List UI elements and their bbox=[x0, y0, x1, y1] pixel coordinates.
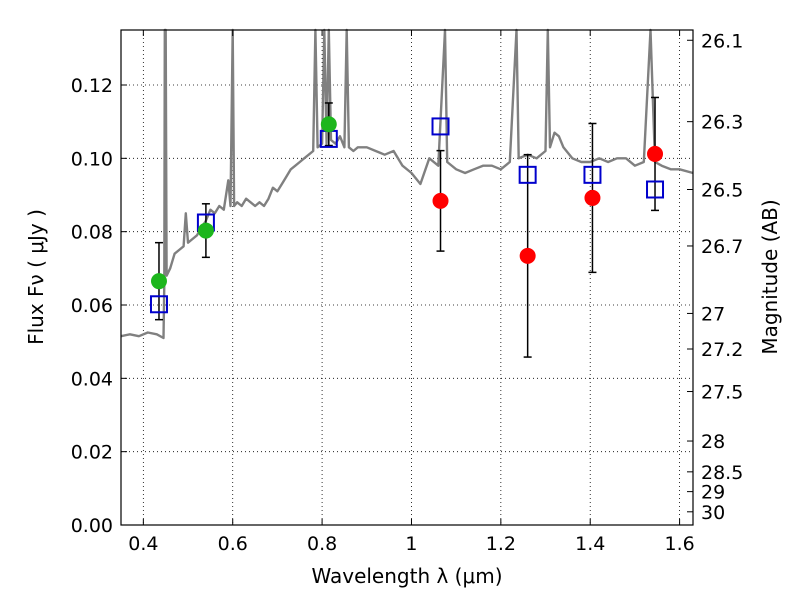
right-tick-label: 28.5 bbox=[701, 462, 743, 484]
right-tick-label: 30 bbox=[701, 502, 725, 524]
right-tick-label: 26.1 bbox=[701, 30, 743, 52]
right-tick-label: 26.7 bbox=[701, 236, 743, 258]
y-tick-label: 0.06 bbox=[71, 295, 113, 317]
right-tick-label: 27.5 bbox=[701, 382, 743, 404]
right-tick-label: 27 bbox=[701, 303, 725, 325]
red-data-point bbox=[432, 192, 449, 209]
model-square-point bbox=[583, 165, 602, 184]
x-tick-label: 0.8 bbox=[307, 533, 337, 555]
model-square-point bbox=[646, 180, 665, 199]
x-tick-label: 0.4 bbox=[128, 533, 158, 555]
red-data-point bbox=[519, 247, 536, 264]
y-tick-label: 0.04 bbox=[71, 368, 113, 390]
model-square-point bbox=[149, 295, 168, 314]
green-data-point bbox=[150, 273, 167, 290]
x-tick-label: 1 bbox=[405, 533, 417, 555]
model-square-point bbox=[518, 165, 537, 184]
point-layer bbox=[149, 116, 665, 314]
y-axis-right-label: Magnitude (AB) bbox=[758, 199, 782, 354]
right-tick-label: 26.5 bbox=[701, 180, 743, 202]
x-tick-label: 0.6 bbox=[218, 533, 248, 555]
right-tick-label: 27.2 bbox=[701, 339, 743, 361]
right-tick-label: 28 bbox=[701, 431, 725, 453]
y-tick-label: 0.10 bbox=[71, 148, 113, 170]
green-data-point bbox=[197, 222, 214, 239]
plot-background bbox=[121, 30, 693, 525]
y-axis-label: Flux Fν ( μJy ) bbox=[24, 209, 48, 345]
model-square-point bbox=[431, 117, 450, 136]
red-data-point bbox=[647, 145, 664, 162]
x-axis-label: Wavelength λ (μm) bbox=[311, 564, 502, 588]
y-tick-label: 0.08 bbox=[71, 222, 113, 244]
x-tick-label: 1.6 bbox=[664, 533, 694, 555]
right-tick-label: 29 bbox=[701, 482, 725, 504]
y-tick-label: 0.02 bbox=[71, 442, 113, 464]
ticks: 0.4 0.6 0.8 1 1.2 1.4 1.6 0.00 0.02 0.04 0.06 0.08 0… bbox=[71, 30, 743, 555]
x-tick-label: 1.4 bbox=[575, 533, 605, 555]
red-data-point bbox=[584, 189, 601, 206]
green-data-point bbox=[320, 116, 337, 133]
right-tick-label: 26.3 bbox=[701, 112, 743, 134]
y-tick-label: 0.12 bbox=[71, 75, 113, 97]
x-tick-label: 1.2 bbox=[486, 533, 516, 555]
plot-frame bbox=[120, 29, 694, 526]
y-tick-label: 0.00 bbox=[71, 515, 113, 537]
